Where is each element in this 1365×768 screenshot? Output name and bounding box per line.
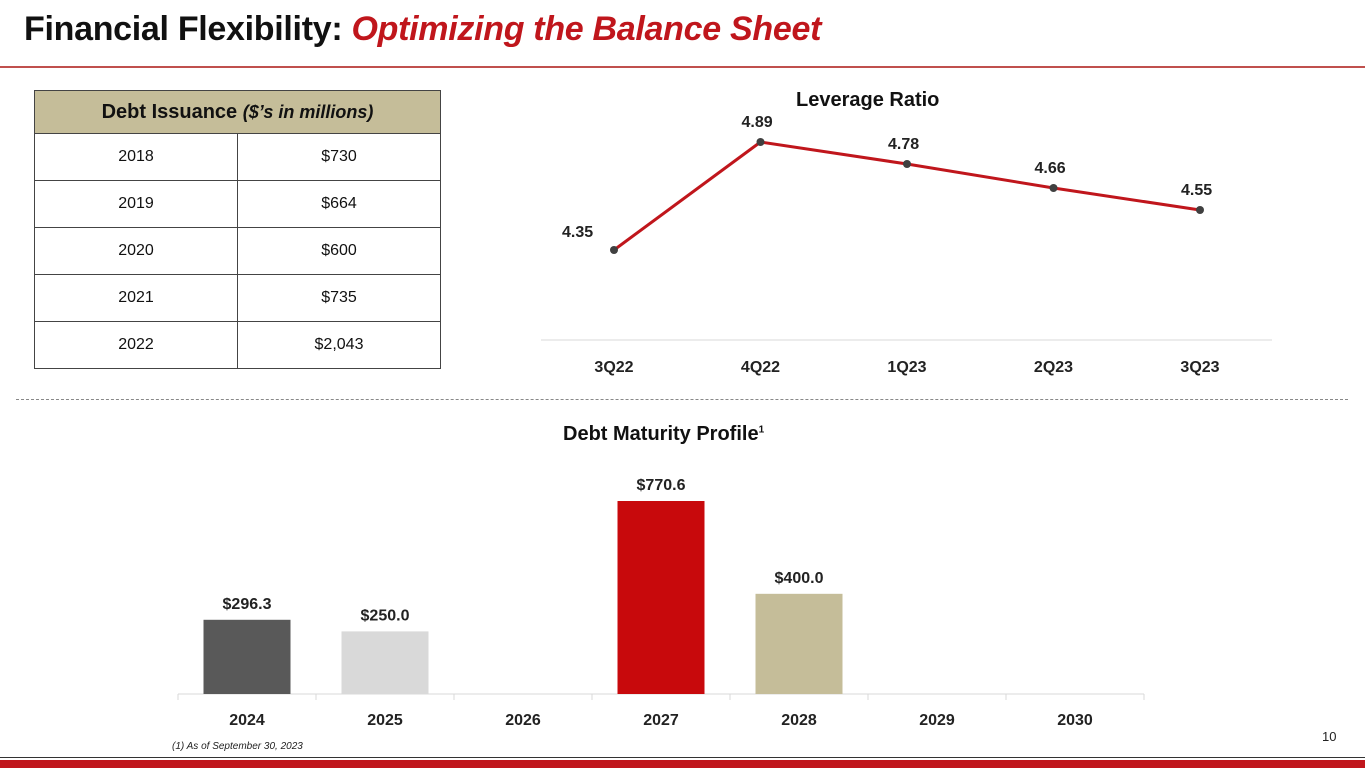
debt-issuance-table: Debt Issuance ($’s in millions) 2018 $730…: [34, 90, 441, 369]
leverage-data-label: 4.78: [888, 136, 919, 153]
maturity-tick-label: 2025: [367, 712, 403, 729]
leverage-tick-label: 3Q23: [1180, 359, 1219, 376]
debt-table-header-label: Debt Issuance: [101, 100, 243, 123]
maturity-data-label: $296.3: [223, 596, 272, 613]
maturity-bar: [203, 619, 291, 694]
maturity-bar: [341, 631, 429, 694]
page-number: 10: [1322, 729, 1337, 744]
maturity-tick-label: 2029: [919, 712, 955, 729]
maturity-chart-title: Debt Maturity Profile1: [563, 423, 764, 446]
slide-title-main: Financial Flexibility:: [24, 10, 352, 48]
slide-title-accent: Optimizing the Balance Sheet: [351, 10, 822, 48]
maturity-data-label: $400.0: [775, 570, 824, 587]
leverage-data-label: 4.66: [1035, 160, 1066, 177]
row-amount: $2,043: [237, 321, 441, 369]
table-row: 2022 $2,043: [34, 321, 441, 369]
leverage-tick-label: 3Q22: [594, 359, 633, 376]
leverage-data-label: 4.89: [742, 114, 773, 131]
maturity-tick-label: 2024: [229, 712, 265, 729]
leverage-tick-label: 1Q23: [887, 359, 926, 376]
row-year: 2020: [34, 227, 238, 275]
maturity-bar: [617, 501, 705, 694]
leverage-chart-title: Leverage Ratio: [796, 89, 940, 111]
maturity-data-label: $250.0: [361, 607, 410, 624]
debt-maturity-chart: $296.3 2024 $250.0 2025 2026 $770.6 2027 $400.0…: [177, 477, 1145, 729]
debt-table-header-unit: ($’s in millions): [242, 101, 374, 122]
table-row: 2019 $664: [34, 180, 441, 228]
maturity-chart-title-text: Debt Maturity Profile: [563, 423, 759, 445]
maturity-tick-label: 2030: [1057, 712, 1093, 729]
row-year: 2019: [34, 180, 238, 228]
maturity-bar: [755, 593, 843, 694]
row-amount: $664: [237, 180, 441, 228]
footer-rule: [0, 757, 1365, 758]
table-row: 2021 $735: [34, 274, 441, 322]
maturity-tick-label: 2027: [643, 712, 679, 729]
table-row: 2020 $600: [34, 227, 441, 275]
leverage-point: [1049, 184, 1058, 192]
leverage-data-label: 4.35: [562, 224, 593, 241]
leverage-ratio-chart: 4.35 3Q22 4.89 4Q22 4.78 1Q23 4.66 2Q23 4.55 3Q23: [541, 114, 1272, 376]
title-divider: [0, 66, 1365, 68]
maturity-data-label: $770.6: [637, 477, 686, 494]
section-divider: [16, 399, 1348, 400]
row-year: 2022: [34, 321, 238, 369]
maturity-tick-label: 2026: [505, 712, 541, 729]
footnote: (1) As of September 30, 2023: [172, 741, 303, 752]
slide-title: Financial Flexibility: Optimizing the Ba…: [24, 10, 821, 49]
leverage-tick-label: 4Q22: [741, 359, 780, 376]
table-row: 2018 $730: [34, 133, 441, 181]
leverage-point: [1196, 206, 1204, 214]
footnote-marker: 1: [758, 424, 765, 436]
leverage-point: [756, 138, 765, 146]
leverage-tick-label: 2Q23: [1034, 359, 1073, 376]
leverage-point: [903, 160, 911, 168]
footer-band: [0, 760, 1365, 768]
leverage-data-label: 4.55: [1181, 182, 1212, 199]
leverage-point: [610, 246, 618, 254]
row-amount: $730: [237, 133, 441, 181]
maturity-tick-label: 2028: [781, 712, 817, 729]
